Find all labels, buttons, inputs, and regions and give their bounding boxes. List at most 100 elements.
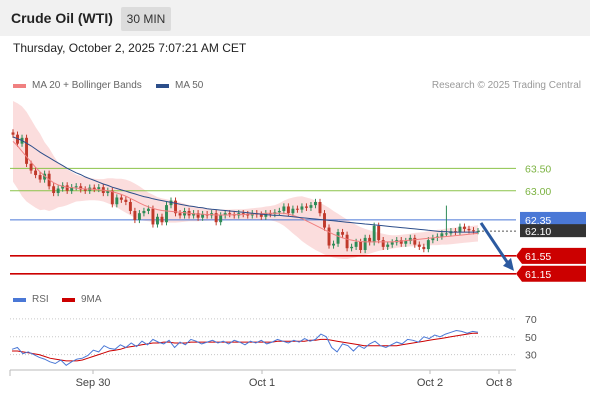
rsi-tick-label-0: 70 [525, 314, 537, 326]
candle-body [56, 188, 60, 194]
candle-body [52, 186, 56, 194]
candle-body [268, 213, 272, 215]
candle-body [155, 216, 159, 225]
candle-body [332, 243, 336, 246]
candle-body [106, 190, 110, 194]
candle-body [377, 225, 381, 241]
candle-body [314, 201, 317, 206]
time-tick-label-2: Oct 2 [417, 377, 443, 389]
legend-rsi-label: RSI [32, 294, 49, 305]
candle-body [65, 185, 69, 191]
candle-body [29, 163, 33, 171]
instrument-title: Crude Oil (WTI) [11, 10, 113, 26]
legend-rsi: RSI [13, 294, 49, 305]
level-tag-5 [516, 265, 586, 282]
candle-body [327, 227, 331, 246]
candle-body [201, 214, 205, 218]
candle-body [110, 190, 114, 205]
rsi-swatch [13, 297, 26, 302]
candle-body [61, 185, 65, 189]
candle-body [146, 208, 150, 211]
ma9-swatch [62, 297, 75, 302]
time-tick-label-0: Sep 30 [76, 377, 111, 389]
legend-ma20: MA 20 + Bollinger Bands [13, 80, 142, 91]
candle-body [472, 230, 475, 232]
chart-header: Crude Oil (WTI) 30 MIN [0, 0, 590, 36]
candle-body [97, 187, 101, 189]
candle-body [309, 205, 313, 208]
candle-body [363, 237, 367, 250]
candle-body [440, 233, 444, 237]
candle-body [413, 237, 417, 245]
level-label-4: 61.55 [525, 251, 551, 263]
candle-body [128, 201, 132, 211]
legend-ma20-label: MA 20 + Bollinger Bands [32, 80, 142, 91]
candle-body [119, 197, 123, 200]
level-tag-4 [516, 247, 586, 264]
rsi-line [11, 329, 479, 366]
candle-body [142, 210, 146, 214]
candle-body [228, 213, 232, 215]
candle-body [246, 214, 250, 216]
candle-body [467, 228, 471, 231]
research-credit: Research © 2025 Trading Central [431, 80, 581, 91]
candle-body [422, 246, 426, 250]
candle-body [458, 226, 462, 233]
candle-body [399, 240, 403, 244]
legend-9ma-label: 9MA [81, 294, 102, 305]
candle-body [192, 213, 196, 216]
candle-body [462, 226, 466, 229]
candle-body [359, 241, 363, 250]
rsi-tick-label-1: 50 [525, 332, 537, 344]
candle-body [11, 132, 15, 135]
candle-body [444, 233, 448, 235]
candle-body [219, 215, 223, 223]
candle-body [277, 210, 281, 213]
candle-body [137, 213, 141, 220]
legend-ma50-label: MA 50 [175, 80, 204, 91]
candle-body [34, 170, 38, 176]
rsi-tick-label-2: 30 [525, 350, 537, 362]
legend-ma50: MA 50 [156, 80, 203, 91]
level-tag-3 [520, 224, 586, 238]
time-tick-label-1: Oct 1 [249, 377, 275, 389]
candle-body [417, 244, 421, 247]
candle-body [196, 213, 200, 218]
level-label-3: 62.10 [525, 226, 551, 238]
candle-body [70, 187, 74, 191]
candle-body [79, 186, 83, 190]
level-label-1: 63.00 [525, 186, 551, 198]
candle-body [259, 214, 263, 217]
level-tag-2 [520, 211, 586, 227]
candle-body [286, 206, 290, 214]
ma50-swatch [156, 83, 169, 88]
candle-body [354, 241, 358, 247]
candle-body [426, 240, 430, 250]
candle-body [404, 241, 408, 244]
candle-body [431, 237, 435, 241]
level-label-0: 63.50 [525, 163, 551, 175]
interval-button[interactable]: 30 MIN [121, 7, 171, 31]
ma50-line [12, 136, 478, 233]
candle-body [291, 208, 295, 214]
candle-body [83, 189, 87, 191]
candle-body [174, 200, 177, 214]
candle-body [300, 206, 304, 210]
candle-body [341, 232, 345, 235]
candle-body [74, 186, 78, 188]
candle-body [178, 213, 182, 216]
candle-body [115, 197, 119, 205]
timestamp: Thursday, October 2, 2025 7:07:21 AM CET [13, 41, 247, 55]
candle-body [223, 213, 227, 216]
candle-body [38, 175, 42, 180]
candle-body [304, 206, 308, 208]
candle-body [350, 246, 354, 249]
level-label-2: 62.35 [525, 215, 551, 227]
candle-body [386, 244, 390, 247]
legend-9ma: 9MA [62, 294, 102, 305]
candle-body [390, 242, 394, 245]
level-label-5: 61.15 [525, 269, 551, 281]
candle-body [160, 216, 164, 223]
bollinger-band [13, 101, 478, 259]
